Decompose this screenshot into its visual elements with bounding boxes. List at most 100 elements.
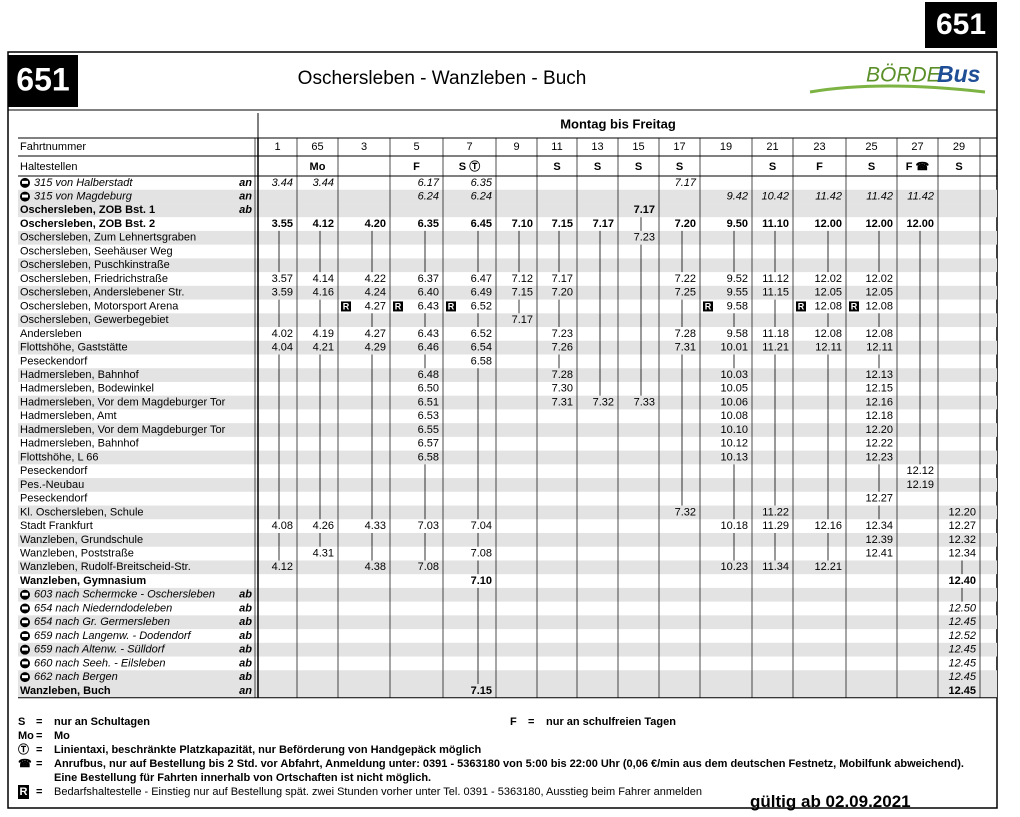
stop-name: 654 nach Niederndodeleben bbox=[34, 602, 172, 614]
time: 6.58 bbox=[418, 451, 439, 463]
time: 3.44 bbox=[272, 177, 293, 189]
time: 12.08 bbox=[814, 300, 842, 312]
time: 4.27 bbox=[365, 300, 386, 312]
direction: ab bbox=[239, 616, 252, 628]
logo: BÖRDE bbox=[866, 64, 942, 87]
legend-text: Linientaxi, beschränkte Platzkapazität, … bbox=[54, 744, 482, 756]
time: 10.12 bbox=[720, 438, 748, 450]
stop-name: Peseckendorf bbox=[20, 493, 88, 505]
time: 7.28 bbox=[552, 369, 573, 381]
legend-symbol: S bbox=[18, 716, 26, 728]
time: 6.57 bbox=[418, 438, 439, 450]
legend-equals: = bbox=[36, 786, 43, 798]
logo-swoosh bbox=[809, 84, 986, 94]
request-mark: R bbox=[343, 301, 350, 311]
time: 11.22 bbox=[762, 506, 789, 518]
time: 9.55 bbox=[727, 287, 748, 299]
time: 9.58 bbox=[727, 328, 748, 340]
request-mark: R bbox=[798, 301, 805, 311]
time: 4.12 bbox=[313, 218, 334, 230]
time: 12.23 bbox=[865, 451, 893, 463]
time: 6.54 bbox=[471, 342, 492, 354]
time: 10.18 bbox=[720, 520, 748, 532]
time: 12.45 bbox=[948, 685, 976, 697]
legend-equals: = bbox=[36, 758, 43, 770]
direction: an bbox=[239, 685, 252, 697]
stop-name: Hadmersleben, Amt bbox=[20, 410, 117, 422]
time: 6.49 bbox=[471, 287, 492, 299]
time: 11.34 bbox=[762, 561, 789, 573]
time: 7.17 bbox=[512, 314, 533, 326]
bus-icon-window bbox=[22, 633, 28, 637]
stop-name: 659 nach Altenw. - Sülldorf bbox=[34, 644, 165, 656]
legend-text: nur an schulfreien Tagen bbox=[546, 716, 676, 728]
trip-mark: S Ⓣ bbox=[459, 159, 480, 173]
time: 7.17 bbox=[675, 177, 697, 189]
time: 10.01 bbox=[720, 342, 748, 354]
stop-name: Wanzleben, Poststraße bbox=[20, 547, 134, 559]
bus-icon-window bbox=[22, 661, 28, 665]
trip-mark: S bbox=[868, 161, 875, 173]
time: 7.12 bbox=[512, 273, 533, 285]
time: 12.02 bbox=[814, 273, 842, 285]
request-box bbox=[703, 301, 713, 312]
time: 9.58 bbox=[727, 300, 748, 312]
time: 12.08 bbox=[865, 300, 893, 312]
time: 7.31 bbox=[552, 396, 573, 408]
stop-name: Oschersleben, Puschkinstraße bbox=[20, 259, 170, 271]
time: 12.45 bbox=[948, 657, 976, 669]
time: 7.04 bbox=[471, 520, 492, 532]
trip-no: 21 bbox=[766, 141, 778, 153]
time: 7.23 bbox=[634, 232, 655, 244]
time: 10.42 bbox=[761, 191, 789, 203]
legend-text: Mo bbox=[54, 730, 70, 742]
legend-item: R = Bedarfshaltestelle - Einstieg nur auf … bbox=[18, 785, 968, 813]
time: 11.10 bbox=[762, 218, 789, 230]
time: 6.58 bbox=[471, 355, 492, 367]
time: 3.55 bbox=[272, 218, 293, 230]
time: 12.13 bbox=[865, 369, 893, 381]
request-box bbox=[849, 301, 859, 312]
trip-no: 1 bbox=[274, 141, 280, 153]
time: 10.05 bbox=[720, 383, 748, 395]
stop-name: Wanzleben, Grundschule bbox=[20, 534, 143, 546]
stop-name: 315 von Magdeburg bbox=[34, 191, 133, 203]
legend-item: ☎ = Anrufbus, nur auf Bestellung bis 2 Std… bbox=[18, 757, 968, 785]
logo: Bus bbox=[937, 61, 980, 87]
row-band bbox=[18, 450, 997, 465]
time: 9.42 bbox=[727, 191, 748, 203]
time: 10.13 bbox=[720, 451, 748, 463]
time: 7.28 bbox=[675, 328, 696, 340]
time: 7.32 bbox=[593, 396, 614, 408]
route-bg bbox=[8, 55, 78, 107]
request-mark: R bbox=[705, 301, 712, 311]
time: 4.31 bbox=[313, 547, 334, 559]
legend-item: S = nur an Schultagen bbox=[18, 715, 478, 743]
time: 12.21 bbox=[814, 561, 842, 573]
stop-name: Hadmersleben, Bodewinkel bbox=[20, 383, 154, 395]
time: 7.15 bbox=[512, 287, 533, 299]
bus-icon-window bbox=[22, 180, 28, 184]
row-band bbox=[18, 340, 997, 355]
legend-symbol: Ⓣ bbox=[18, 744, 29, 756]
time: 12.11 bbox=[815, 342, 842, 354]
time: 12.32 bbox=[948, 534, 976, 546]
trip-no: 11 bbox=[551, 141, 562, 153]
time: 12.27 bbox=[948, 520, 976, 532]
row-band bbox=[18, 684, 997, 698]
time: 4.29 bbox=[365, 342, 386, 354]
time: 7.26 bbox=[552, 342, 573, 354]
time: 6.50 bbox=[418, 383, 439, 395]
request-box bbox=[796, 301, 806, 312]
trip-mark: S bbox=[769, 161, 776, 173]
time: 10.03 bbox=[720, 369, 748, 381]
stop-name: 662 nach Bergen bbox=[34, 671, 118, 683]
time: 12.39 bbox=[865, 534, 893, 546]
trip-no: 27 bbox=[911, 141, 923, 153]
bus-icon-window bbox=[22, 194, 28, 198]
time: 12.22 bbox=[865, 438, 893, 450]
time: 7.23 bbox=[552, 328, 573, 340]
trip-no: 17 bbox=[673, 141, 685, 153]
legend-symbol: F bbox=[510, 716, 517, 728]
time: 12.52 bbox=[948, 630, 976, 642]
